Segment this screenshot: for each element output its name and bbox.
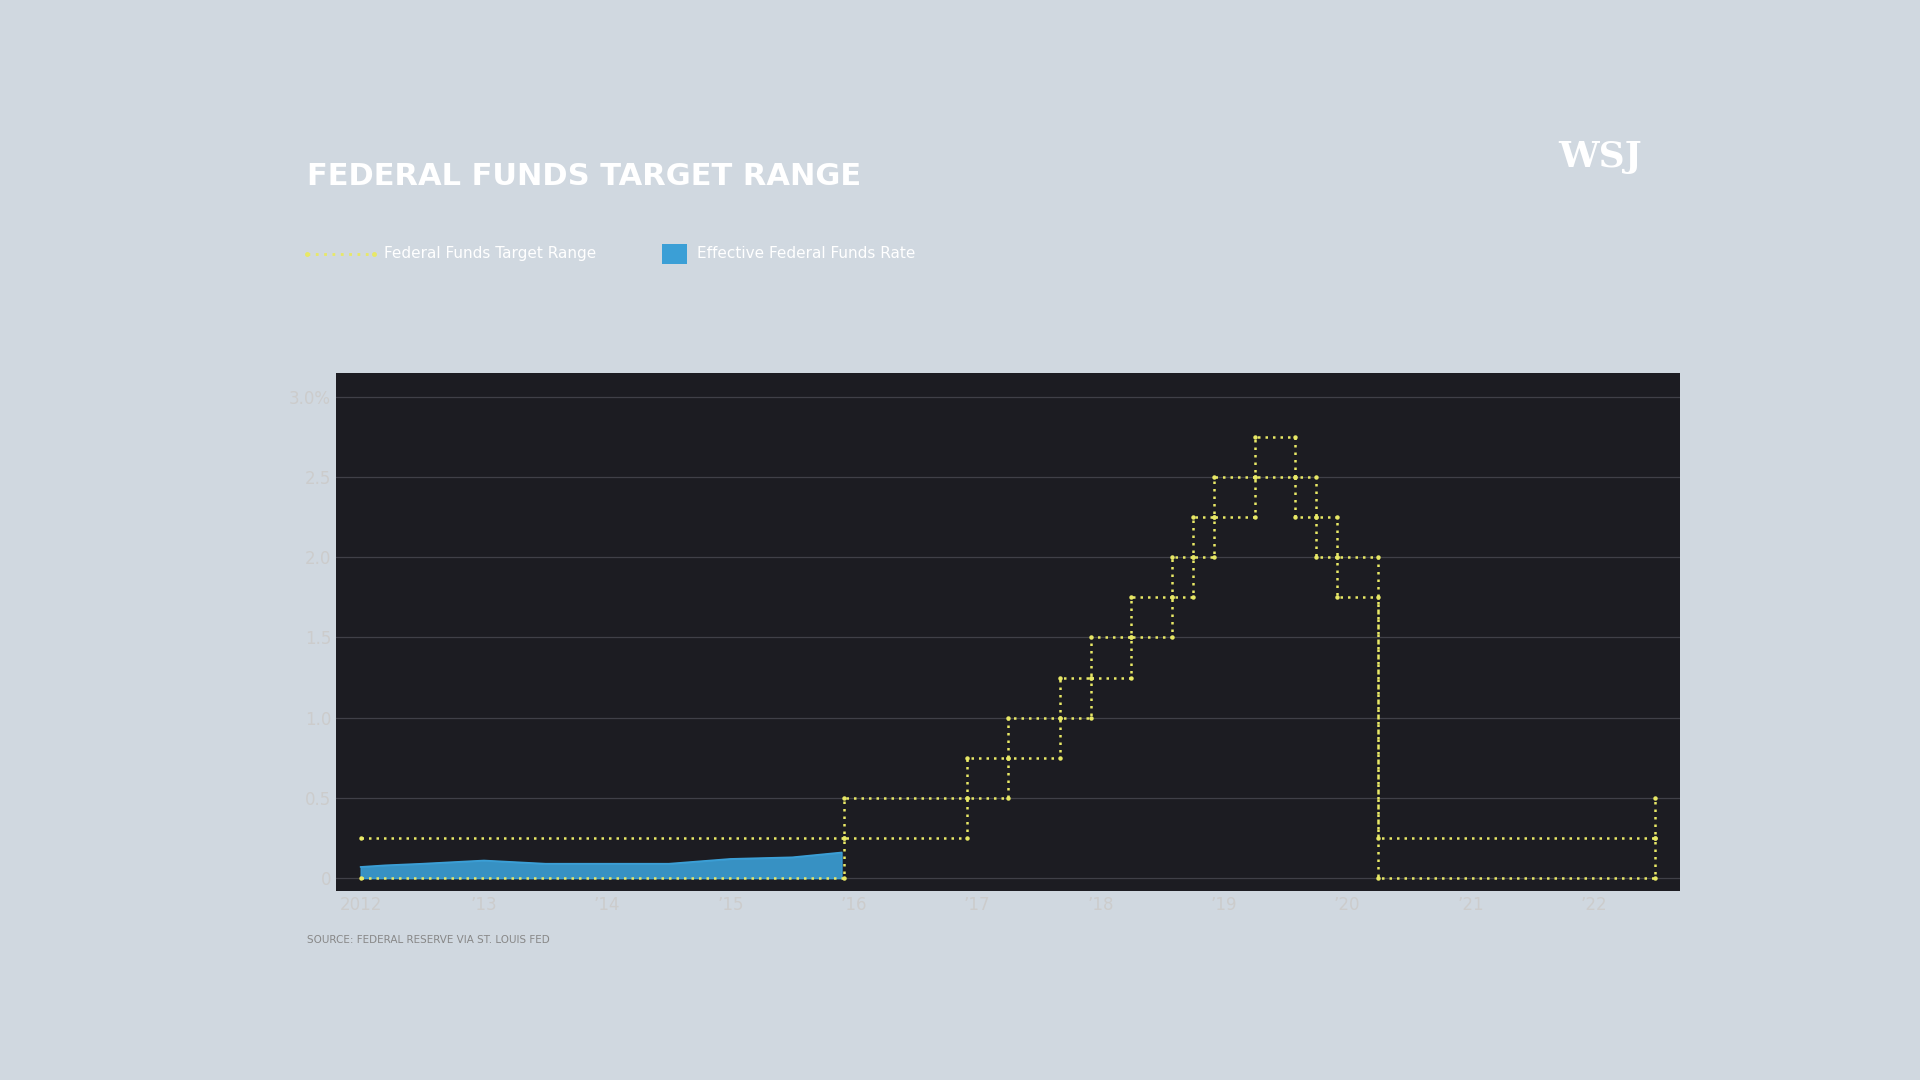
- Text: SOURCE: FEDERAL RESERVE VIA ST. LOUIS FED: SOURCE: FEDERAL RESERVE VIA ST. LOUIS FE…: [307, 935, 549, 945]
- Text: WSJ: WSJ: [1557, 140, 1642, 174]
- Text: FEDERAL FUNDS TARGET RANGE: FEDERAL FUNDS TARGET RANGE: [307, 162, 862, 191]
- Text: Effective Federal Funds Rate: Effective Federal Funds Rate: [697, 246, 916, 261]
- Text: Federal Funds Target Range: Federal Funds Target Range: [384, 246, 597, 261]
